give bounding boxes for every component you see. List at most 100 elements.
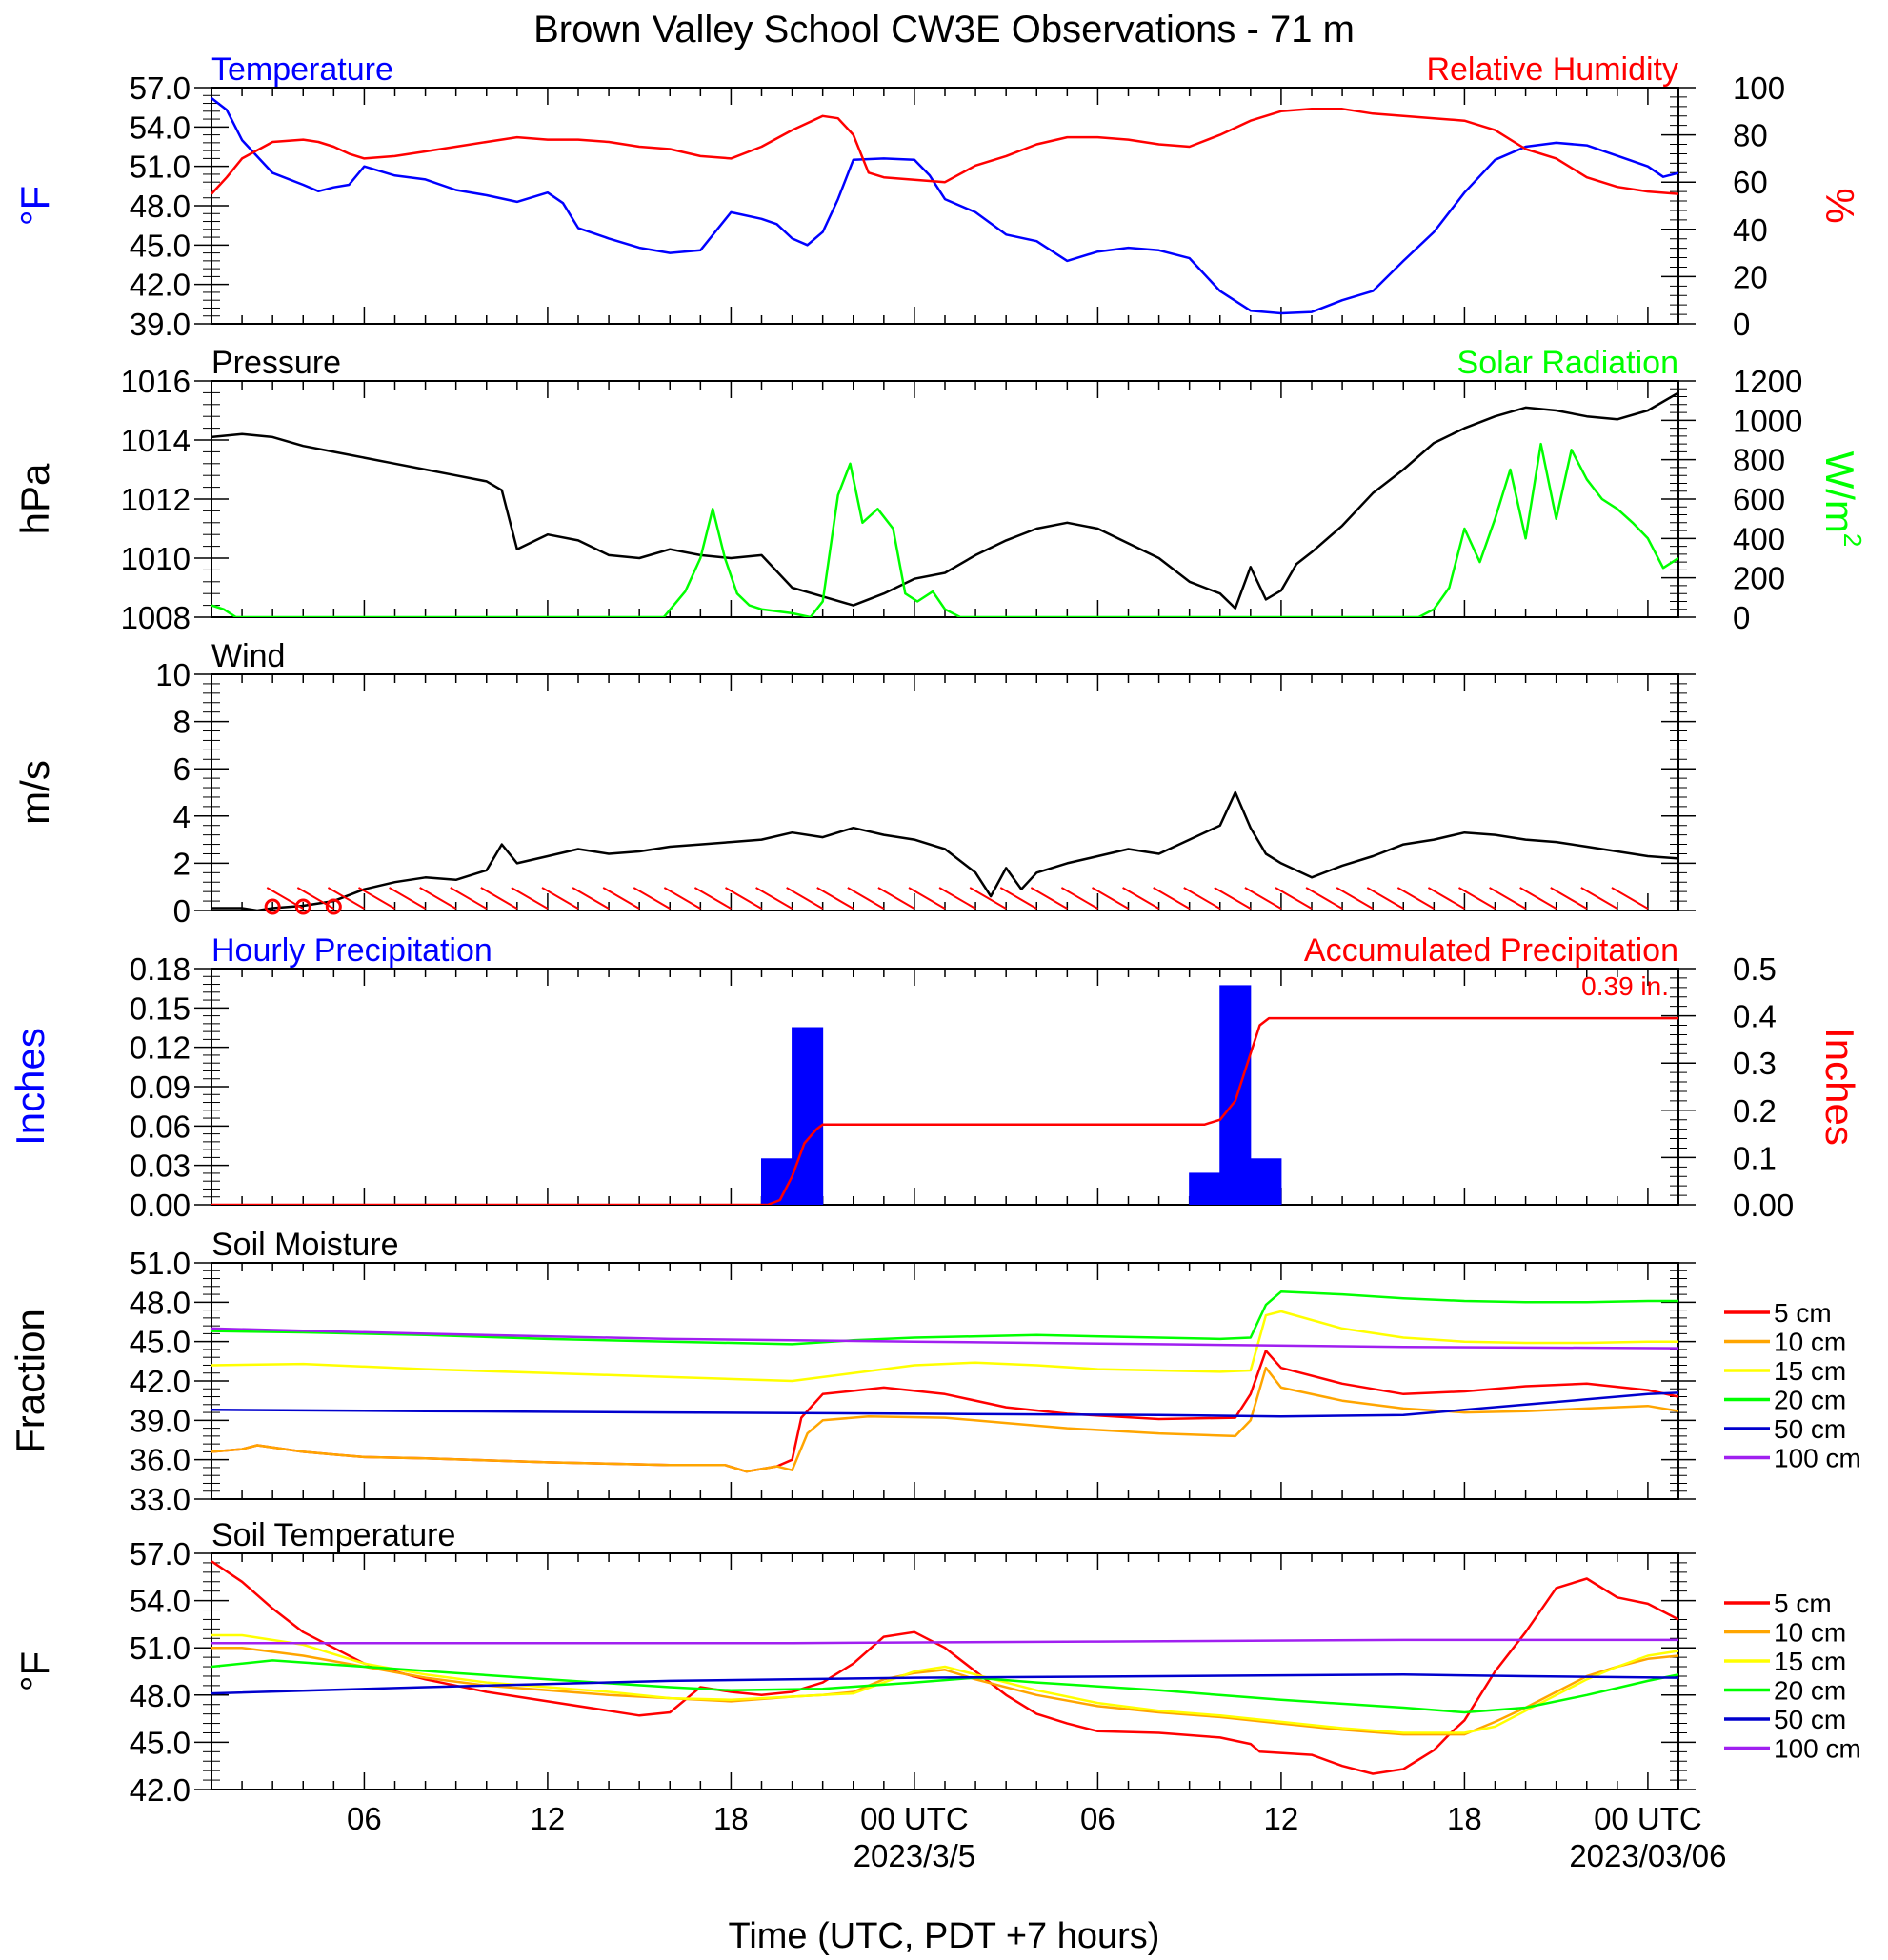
wind-barb — [908, 887, 946, 910]
plot-area — [211, 1560, 1678, 1775]
y-right-tick-label: 1000 — [1733, 403, 1802, 438]
wind-barb — [847, 887, 885, 910]
panel-pressure_solar: 1016 1014 1012 1010 1008 1200 1000 800 600 400 200… — [12, 345, 1867, 635]
series-depth_100 — [211, 1327, 1678, 1350]
wind-barb — [1305, 887, 1343, 910]
wind-barb — [1336, 887, 1374, 910]
y-tick-label: 0.09 — [130, 1070, 191, 1105]
wind-barb — [1153, 887, 1191, 910]
series-humidity — [211, 108, 1678, 195]
series-depth_10 — [211, 1366, 1678, 1473]
legend-label: 15 cm — [1774, 1356, 1846, 1386]
wind-barb — [877, 887, 915, 910]
y-right-tick-label: 200 — [1733, 561, 1785, 596]
panel-frame — [211, 968, 1679, 1206]
panel-temp_rh: 57.0 54.0 51.0 48.0 45.0 42.0 39.0 100 80 60 40 20 0… — [12, 51, 1862, 342]
y-tick-label: 39.0 — [130, 1403, 191, 1438]
wind-barb — [969, 887, 1007, 910]
panel-frame — [211, 380, 1679, 618]
y-axis-label-right: W/m2 — [1818, 451, 1867, 548]
x-tick-label: 18 — [713, 1801, 749, 1836]
y-tick-label: 1012 — [121, 482, 191, 517]
legend-label: 5 cm — [1774, 1589, 1832, 1618]
series-depth_50 — [211, 1673, 1678, 1695]
y-tick-label: 39.0 — [130, 307, 191, 342]
wind-barb — [389, 887, 427, 910]
series-depth_50 — [211, 1391, 1678, 1418]
series-wind — [211, 790, 1678, 910]
y-right-tick-label: 1200 — [1733, 364, 1802, 399]
series-solar — [211, 442, 1678, 617]
panel-title-right: Solar Radiation — [1457, 345, 1678, 381]
legend-label: 100 cm — [1774, 1444, 1861, 1473]
wind-barb — [541, 887, 579, 910]
panel-precip: 0.180.15 0.12 0.09 0.06 0.03 0.00 0.5 0.4 0.3 0.2… — [8, 932, 1862, 1223]
y-axis-label-left: Inches — [8, 1028, 52, 1146]
y-tick-label: 45.0 — [130, 228, 191, 263]
y-tick-label: 2 — [173, 846, 191, 881]
y-tick-label: 51.0 — [130, 150, 191, 185]
y-right-tick-label: 800 — [1733, 443, 1785, 478]
panel-title-right: Accumulated Precipitation — [1304, 932, 1678, 969]
y-tick-label: 57.0 — [130, 1536, 191, 1571]
calm-wind-marker — [294, 898, 311, 915]
precip-bar — [792, 1027, 824, 1205]
x-tick-label: 00 UTC — [1594, 1801, 1702, 1836]
legend-label: 50 cm — [1774, 1705, 1846, 1734]
y-tick-label: 51.0 — [130, 1630, 191, 1666]
legend-label: 10 cm — [1774, 1618, 1846, 1648]
y-right-tick-label: 40 — [1733, 212, 1768, 248]
panel-frame — [211, 87, 1679, 325]
panel-soil_temperature: 57.0 54.0 51.0 48.0 45.0 42.0 Soil Temperature… — [12, 1517, 1861, 1808]
legend-label: 50 cm — [1774, 1414, 1846, 1444]
legend-label: 15 cm — [1774, 1647, 1846, 1676]
series-depth_15 — [211, 1633, 1678, 1734]
series-depth_20 — [211, 1290, 1678, 1346]
y-right-tick-label: 0.1 — [1733, 1140, 1777, 1175]
y-right-tick-label: 80 — [1733, 118, 1768, 153]
y-tick-label: 57.0 — [130, 70, 191, 106]
y-tick-label: 42.0 — [130, 268, 191, 303]
wind-barb — [1366, 887, 1404, 910]
series-accum_precip — [211, 1016, 1678, 1205]
precip-bar — [1219, 985, 1252, 1205]
y-tick-label: 1016 — [121, 364, 191, 399]
calm-wind-marker — [325, 898, 342, 915]
wind-barb — [1519, 887, 1557, 910]
x-tick-label: 00 UTC — [860, 1801, 969, 1836]
series-pressure — [211, 391, 1678, 610]
y-axis-label-right: % — [1818, 188, 1862, 223]
wind-barb — [1611, 887, 1649, 910]
panel-soil_moisture: 51.0 48.0 45.0 42.0 39.0 36.0 33.0 Soil Moistur… — [8, 1227, 1861, 1517]
wind-barb — [1030, 887, 1068, 910]
wind-barb — [1122, 887, 1160, 910]
precip-bar — [761, 1158, 793, 1205]
wind-barb — [1489, 887, 1527, 910]
wind-barb — [1091, 887, 1130, 910]
y-right-tick-label: 0 — [1733, 600, 1750, 635]
y-tick-label: 54.0 — [130, 1584, 191, 1619]
x-date-label: 2023/03/06 — [1569, 1838, 1726, 1873]
series-temperature — [211, 97, 1678, 315]
wind-barb — [1580, 887, 1618, 910]
wind-barb — [450, 887, 488, 910]
precip-bar — [1250, 1158, 1282, 1205]
wind-barb — [480, 887, 518, 910]
y-tick-label: 10 — [155, 657, 191, 692]
y-right-tick-label: 400 — [1733, 521, 1785, 556]
wind-barb — [1457, 887, 1496, 910]
x-tick-label: 12 — [531, 1801, 566, 1836]
y-tick-label: 6 — [173, 751, 191, 787]
wind-barb — [999, 887, 1037, 910]
y-tick-label: 4 — [173, 799, 191, 834]
wind-barb — [693, 887, 732, 910]
y-tick-label: 42.0 — [130, 1772, 191, 1808]
wind-barb — [938, 887, 976, 910]
panel-title-right: Relative Humidity — [1426, 51, 1678, 88]
series-depth_100 — [211, 1638, 1678, 1645]
x-axis-title: Time (UTC, PDT +7 hours) — [729, 1916, 1160, 1956]
y-tick-label: 51.0 — [130, 1246, 191, 1281]
legend-label: 10 cm — [1774, 1328, 1846, 1357]
page-title: Brown Valley School CW3E Observations - … — [533, 9, 1355, 50]
